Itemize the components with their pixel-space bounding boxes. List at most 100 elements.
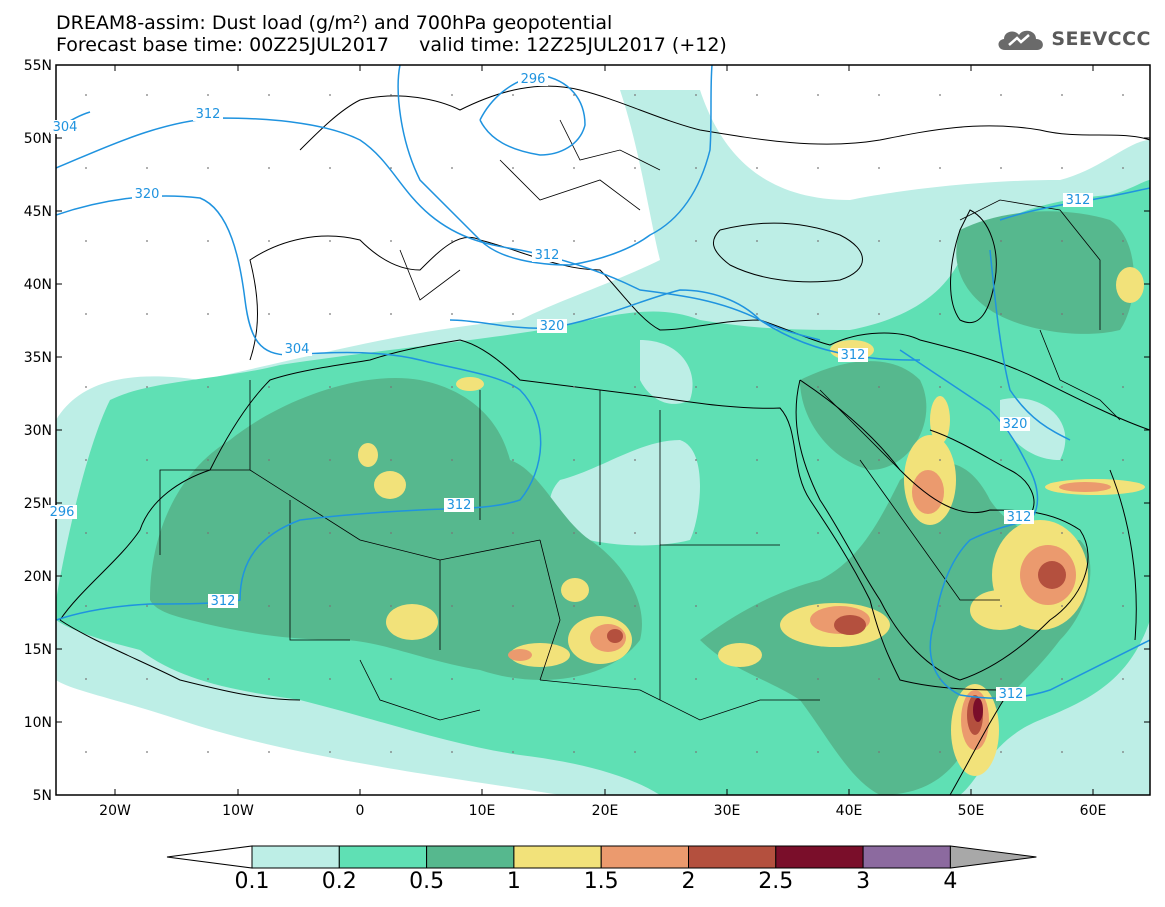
border-line (249, 469, 541, 561)
border-line (499, 159, 641, 211)
grid-dot (634, 94, 636, 96)
grid-dot (1122, 605, 1124, 607)
grid-dot (878, 313, 880, 315)
colorbar-tick-label: 1.5 (583, 869, 619, 894)
border-line (1039, 329, 1121, 421)
grid-dot (146, 678, 148, 680)
grid-dot (878, 240, 880, 242)
latitude-label: 25N (24, 496, 52, 512)
border-line (359, 659, 481, 721)
grid-dot (634, 386, 636, 388)
grid-dot (329, 386, 331, 388)
grid-dot (756, 751, 758, 753)
grid-dot (268, 313, 270, 315)
latitude-label: 35N (24, 350, 52, 366)
grid-dot (512, 94, 514, 96)
grid-dot (390, 240, 392, 242)
grid-dot (939, 459, 941, 461)
grid-dot (1122, 240, 1124, 242)
grid-dot (451, 240, 453, 242)
grid-dot (1122, 459, 1124, 461)
contour-label-bg (1000, 417, 1030, 431)
grid-dot (1122, 532, 1124, 534)
latitude-label: 5N (33, 788, 52, 804)
grid-dot (1061, 605, 1063, 607)
coastline-guinea (59, 619, 301, 701)
grid-dot (756, 94, 758, 96)
contour-label: 320 (1000, 417, 1030, 432)
dust-level-7-spot (973, 698, 983, 722)
grid-dot (512, 386, 514, 388)
grid-dot (268, 751, 270, 753)
grid-dot (207, 751, 209, 753)
contour-label-text: 312 (1066, 193, 1091, 208)
dust-level-3-region (150, 378, 642, 680)
longitude-label: 50E (958, 803, 985, 819)
contour-label-text: 304 (285, 342, 310, 357)
colorbar-right-arrow (949, 845, 1037, 869)
grid-dot (634, 751, 636, 753)
dust-level-3-region (956, 211, 1134, 334)
coastline-iran (919, 339, 1150, 431)
country-borders (159, 119, 1121, 721)
contour-label-text: 320 (540, 319, 565, 334)
grid-dot (573, 94, 575, 96)
grid-dot (512, 532, 514, 534)
latitude-label: 20N (24, 569, 52, 585)
grid-dot (268, 94, 270, 96)
grid-dot (1061, 167, 1063, 169)
dust-spot (456, 377, 484, 391)
grid-dot (207, 532, 209, 534)
grid-dot (1122, 313, 1124, 315)
grid-dot (1000, 751, 1002, 753)
coastline-india (1109, 469, 1137, 641)
grid-dot (512, 605, 514, 607)
border-line (959, 199, 1101, 330)
grid-dot (939, 94, 941, 96)
grid-dot (756, 532, 758, 534)
grid-dot (1061, 313, 1063, 315)
grid-dot (329, 532, 331, 534)
colorbar-swatch (426, 845, 515, 869)
grid-dot (756, 605, 758, 607)
contour-label-bg (50, 120, 80, 134)
contour-label-text: 312 (1007, 510, 1032, 525)
dust-spot (510, 643, 570, 667)
contour-label-text: 312 (841, 348, 866, 363)
grid-dot (695, 605, 697, 607)
contour-label-bg (132, 187, 162, 201)
border-line (559, 119, 661, 171)
grid-dot (573, 678, 575, 680)
grid-dot (329, 751, 331, 753)
axis-ticks (56, 64, 1150, 796)
grid-dot (695, 532, 697, 534)
grid-dot (207, 313, 209, 315)
grid-dot (817, 313, 819, 315)
grid-dot (1000, 386, 1002, 388)
grid-dot (695, 94, 697, 96)
grid-dot (939, 751, 941, 753)
grid-dot (268, 167, 270, 169)
contour-label: 296 (47, 505, 77, 520)
grid-dot (634, 240, 636, 242)
dust-spot (1116, 267, 1144, 303)
grid-dot (817, 459, 819, 461)
contour-label-bg (532, 248, 562, 262)
grid-dot (1000, 605, 1002, 607)
grid-dot (390, 532, 392, 534)
geopotential-contours (56, 65, 1150, 700)
grid-dot (512, 167, 514, 169)
colorbar-swatch (251, 845, 340, 869)
grid-dot (878, 532, 880, 534)
dust-spot (607, 629, 623, 643)
contour-label-bg (193, 107, 223, 121)
contour-line (899, 349, 1150, 700)
grid-dot (146, 605, 148, 607)
contour-labels: 296 304 312 320 312 320 304 312 312 312 320 312 312 3… (47, 72, 1093, 702)
grid-dot (512, 678, 514, 680)
colorbar-tick-label: 3 (856, 869, 871, 894)
contour-label: 312 (996, 687, 1026, 702)
dust-spot (718, 643, 762, 667)
grid-dot (573, 459, 575, 461)
latitude-label: 40N (24, 277, 52, 293)
